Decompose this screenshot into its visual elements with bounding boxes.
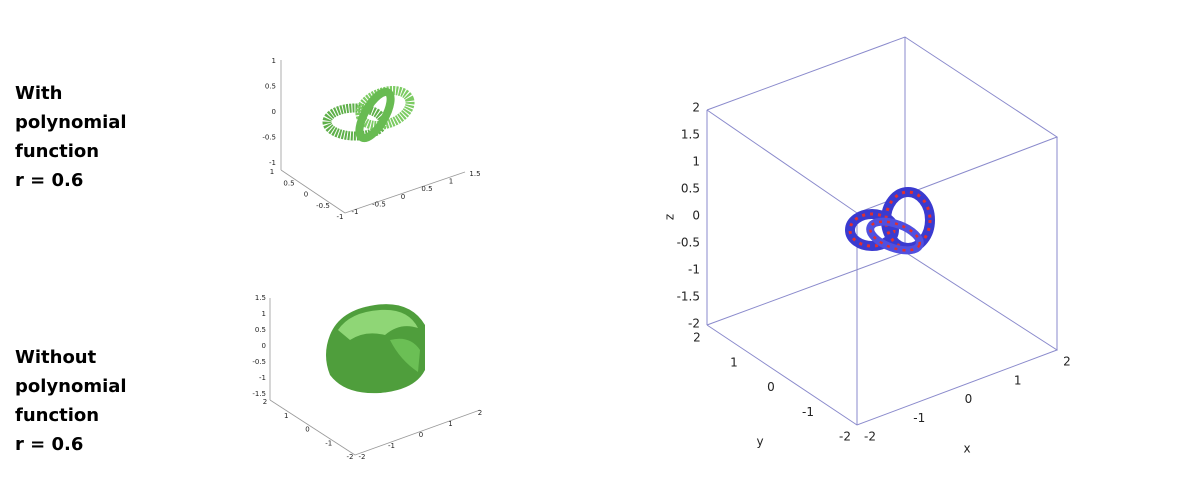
- z-tick-label: 1.5: [255, 294, 266, 302]
- y-tick-label: -1: [337, 213, 344, 221]
- main-plot-box: [706, 36, 1059, 426]
- panel-label: polynomial: [15, 112, 127, 133]
- z-tick-label: 0: [692, 209, 700, 223]
- z-tick-label: 0.5: [255, 326, 266, 334]
- x-tick-label: 0: [419, 431, 423, 439]
- z-tick-label: 1.5: [681, 128, 700, 142]
- y-tick-label: -1: [325, 439, 332, 447]
- panel-label: r = 0.6: [15, 434, 83, 455]
- z-tick-label: -0.5: [252, 358, 266, 366]
- x-tick-label: 1: [448, 420, 452, 428]
- panel-label: function: [15, 141, 99, 162]
- z-tick-label: -0.5: [262, 134, 276, 142]
- y-tick-label: -0.5: [316, 202, 330, 210]
- x-tick-label: 1.5: [469, 170, 480, 178]
- z-tick-label: -1: [269, 159, 276, 167]
- z-tick-label: -0.5: [677, 236, 700, 250]
- y-tick-label: 0: [304, 191, 308, 199]
- panel-label: function: [15, 405, 99, 426]
- z-tick-label: -1: [259, 374, 266, 382]
- x-tick-label: 0.5: [421, 185, 432, 193]
- knot-surface: [322, 86, 415, 143]
- x-tick-label: -1: [388, 442, 395, 450]
- y-tick-label: -2: [347, 453, 354, 461]
- x-tick-label: -0.5: [372, 200, 386, 208]
- point-cloud: [845, 187, 935, 255]
- y-tick-label: -1: [802, 405, 814, 419]
- y-tick-label: 0.5: [283, 179, 294, 187]
- y-tick-label: 2: [693, 331, 701, 345]
- y-tick-label: 0: [767, 380, 775, 394]
- small-plot-bottom-axes: [269, 298, 481, 456]
- y-axis-label: y: [756, 435, 763, 449]
- x-tick-label: -1: [352, 208, 359, 216]
- x-tick-label: 0: [401, 193, 405, 201]
- z-tick-label: 1: [692, 155, 700, 169]
- panel-label: polynomial: [15, 376, 127, 397]
- blob-surface: [326, 304, 425, 394]
- y-tick-label: 2: [263, 398, 267, 406]
- z-tick-label: 0: [272, 108, 276, 116]
- y-tick-label: 1: [270, 168, 274, 176]
- x-tick-label: -2: [864, 430, 876, 444]
- x-tick-label: -2: [359, 453, 366, 461]
- x-tick-label: 1: [1014, 373, 1022, 387]
- small-plot-top-axes: [280, 60, 466, 214]
- z-tick-label: -2: [688, 317, 700, 331]
- z-tick-label: 0: [262, 342, 266, 350]
- x-tick-label: -1: [913, 411, 925, 425]
- z-tick-label: 0.5: [265, 83, 276, 91]
- y-tick-label: 1: [284, 412, 288, 420]
- x-tick-label: 0: [965, 392, 973, 406]
- y-tick-label: 0: [305, 426, 309, 434]
- y-tick-label: -2: [839, 430, 851, 444]
- x-axis-label: x: [963, 442, 970, 456]
- z-tick-label: 0.5: [681, 182, 700, 196]
- z-tick-label: -1: [688, 263, 700, 277]
- panel-label: r = 0.6: [15, 170, 83, 191]
- x-tick-label: 2: [478, 409, 482, 417]
- x-tick-label: 2: [1063, 355, 1071, 369]
- x-tick-label: 1: [449, 178, 453, 186]
- z-tick-label: 1: [272, 57, 276, 65]
- z-tick-label: 1: [262, 310, 266, 318]
- z-tick-label: -1.5: [252, 390, 266, 398]
- panel-label: Without: [15, 347, 97, 368]
- z-tick-label: -1.5: [677, 290, 700, 304]
- z-tick-label: 2: [692, 101, 700, 115]
- y-tick-label: 1: [730, 355, 738, 369]
- z-axis-label: z: [663, 214, 677, 220]
- panel-label: With: [15, 83, 62, 104]
